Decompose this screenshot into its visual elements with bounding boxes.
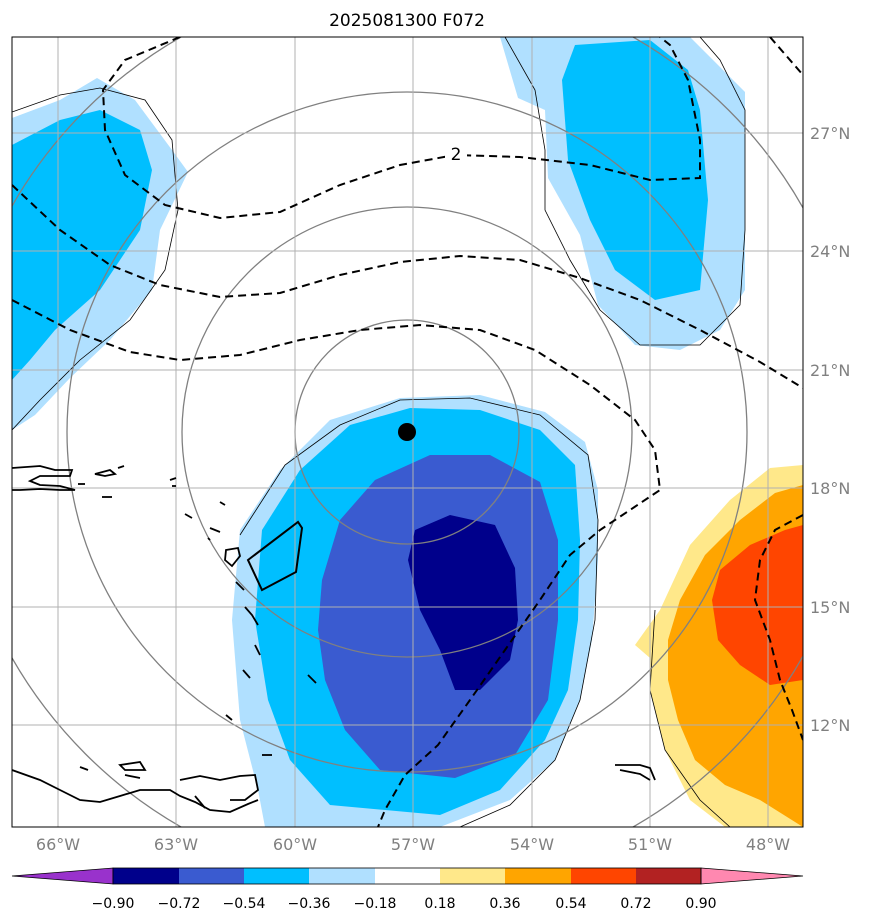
anomaly-fill-ne bbox=[500, 37, 745, 350]
lon-tick-label: 57°W bbox=[391, 835, 435, 854]
lat-tick-label: 12°N bbox=[810, 716, 850, 735]
colorbar-segment bbox=[505, 868, 571, 884]
colorbar-segment bbox=[375, 868, 440, 884]
map-title: 2025081300 F072 bbox=[329, 11, 485, 31]
lon-tick-label: 63°W bbox=[154, 835, 198, 854]
colorbar-extend-high bbox=[700, 867, 804, 885]
colorbar-tick-label: 0.36 bbox=[489, 896, 520, 912]
lat-tick-label: 27°N bbox=[810, 124, 850, 143]
colorbar-segment bbox=[571, 868, 636, 884]
map-frame bbox=[11, 36, 804, 828]
colorbar-tick-labels: −0.90 −0.72 −0.54 −0.36 −0.18 0.18 0.36 … bbox=[92, 896, 717, 912]
dashed-contours bbox=[12, 37, 803, 827]
map-gridlines bbox=[12, 37, 803, 827]
colorbar-tick-label: −0.36 bbox=[288, 896, 331, 912]
colorbar-segment bbox=[244, 868, 309, 884]
colorbar-segment bbox=[636, 868, 701, 884]
lon-tick-label: 66°W bbox=[36, 835, 80, 854]
colorbar-extend-low bbox=[11, 867, 114, 885]
contour-label: 2 bbox=[451, 145, 462, 165]
colorbar-tick-label: −0.90 bbox=[92, 896, 135, 912]
colorbar-segment bbox=[309, 868, 375, 884]
lon-tick-label: 48°W bbox=[746, 835, 790, 854]
colorbar-tick-label: 0.72 bbox=[620, 896, 651, 912]
colorbar-tick-label: 0.54 bbox=[555, 896, 586, 912]
colorbar: −0.90 −0.72 −0.54 −0.36 −0.18 0.18 0.36 … bbox=[11, 867, 804, 912]
longitude-tick-labels: 66°W 63°W 60°W 57°W 54°W 51°W 48°W bbox=[36, 835, 790, 854]
anomaly-fill-central bbox=[232, 395, 598, 827]
outlined-region bbox=[246, 520, 304, 592]
colorbar-tick-label: 0.18 bbox=[424, 896, 455, 912]
map-panel: 2 bbox=[12, 37, 803, 827]
lon-tick-label: 54°W bbox=[510, 835, 554, 854]
colorbar-segment bbox=[179, 868, 244, 884]
lat-tick-label: 24°N bbox=[810, 242, 850, 261]
colorbar-tick-label: −0.18 bbox=[354, 896, 397, 912]
lon-tick-label: 60°W bbox=[273, 835, 317, 854]
colorbar-frame bbox=[112, 867, 702, 885]
coastlines bbox=[12, 465, 656, 813]
lat-tick-label: 21°N bbox=[810, 361, 850, 380]
anomaly-outlines bbox=[12, 37, 746, 827]
lat-tick-label: 15°N bbox=[810, 598, 850, 617]
colorbar-tick-label: −0.72 bbox=[158, 896, 201, 912]
colorbar-segment bbox=[113, 868, 179, 884]
lat-tick-label: 18°N bbox=[810, 479, 850, 498]
contour-label-bg bbox=[445, 145, 467, 163]
latitude-tick-labels: 27°N 24°N 21°N 18°N 15°N 12°N bbox=[810, 124, 850, 735]
lon-tick-label: 51°W bbox=[628, 835, 672, 854]
storm-center-marker bbox=[398, 423, 416, 441]
colorbar-tick-label: 0.90 bbox=[685, 896, 716, 912]
colorbar-tick-label: −0.54 bbox=[223, 896, 266, 912]
colorbar-segment bbox=[440, 868, 505, 884]
